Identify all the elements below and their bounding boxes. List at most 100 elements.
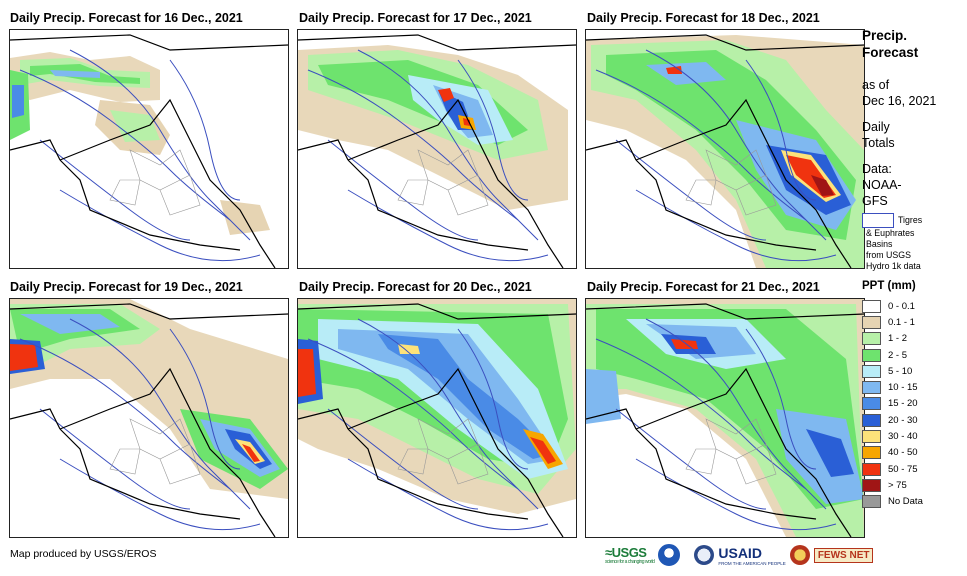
province-lines (685, 418, 777, 485)
forecast-map-dec19 (9, 298, 289, 538)
usaid-tagline: FROM THE AMERICAN PEOPLE (718, 560, 786, 566)
forecast-map-dec16 (9, 29, 289, 269)
legend-asof-date: Dec 16, 2021 (862, 94, 937, 108)
basin-label-line1: Tigres (898, 215, 923, 225)
forecast-map-dec18 (585, 29, 865, 269)
basin-label-line4: from USGS (866, 250, 911, 260)
panel-title-dec18: Daily Precip. Forecast for 18 Dec., 2021 (587, 11, 820, 25)
ppt-class-label: 40 - 50 (888, 447, 918, 459)
legend-daily-line1: Daily (862, 120, 890, 134)
ppt-class-label: 1 - 2 (888, 333, 908, 345)
basin-boundaries (307, 49, 549, 262)
legend-asof-line1: as of (862, 78, 890, 92)
partner-logos: ≈USGS science for a changing world USAID… (605, 540, 874, 570)
legend-title-line2: Forecast (862, 45, 919, 60)
country-borders (586, 34, 864, 268)
country-borders (586, 303, 864, 537)
basin-boundaries (19, 49, 261, 262)
usaid-logo: USAID FROM THE AMERICAN PEOPLE (718, 545, 785, 566)
ppt-swatch (862, 381, 881, 395)
ppt-swatch (862, 462, 881, 476)
ppt-class-label: No Data (888, 496, 923, 508)
country-borders (298, 34, 576, 268)
ppt-swatch (862, 430, 881, 444)
legend-daily-totals: Daily Totals (862, 119, 967, 151)
ppt-class-label: 15 - 20 (888, 398, 918, 410)
forecast-map-dec21 (585, 298, 865, 538)
basin-label-line2: & Euphrates (866, 228, 915, 238)
province-lines (109, 149, 201, 216)
usgs-logo: ≈USGS science for a changing world (605, 545, 655, 565)
ppt-swatch (862, 332, 881, 346)
ppt-swatch (862, 299, 881, 313)
ppt-swatch (862, 397, 881, 411)
ppt-swatch (862, 495, 881, 509)
ppt-swatch (862, 348, 881, 362)
map-legend: Precip. Forecast as of Dec 16, 2021 Dail… (862, 27, 967, 510)
forecast-map-dec17 (297, 29, 577, 269)
ppt-class-row: 10 - 15 (862, 379, 967, 395)
fews-net-logo: FEWS NET (813, 547, 874, 563)
ppt-class-label: 10 - 15 (888, 382, 918, 394)
forecast-map-dec20 (297, 298, 577, 538)
panel-title-dec20: Daily Precip. Forecast for 20 Dec., 2021 (299, 280, 532, 294)
precip-field (298, 299, 576, 514)
ppt-class-label: 20 - 30 (888, 414, 918, 426)
noaa-logo (658, 544, 681, 566)
basin-label-line3: Basins (866, 239, 893, 249)
dhs-seal-logo (694, 545, 715, 565)
basin-boundaries (19, 318, 261, 531)
country-borders (10, 34, 288, 268)
usgs-tagline: science for a changing world (605, 559, 655, 565)
ppt-class-label: 0 - 0.1 (888, 300, 915, 312)
usaid-logo-text: USAID (718, 544, 762, 561)
ppt-class-label: > 75 (888, 479, 907, 491)
ppt-class-label: 2 - 5 (888, 349, 908, 361)
province-lines (109, 418, 201, 485)
legend-title-line1: Precip. (862, 28, 908, 43)
panel-title-dec16: Daily Precip. Forecast for 16 Dec., 2021 (10, 11, 243, 25)
ppt-swatch (862, 478, 881, 492)
country-borders (10, 303, 288, 537)
basin-boundaries (595, 318, 837, 531)
usgs-logo-text: ≈USGS (605, 545, 647, 560)
ppt-swatch (862, 446, 881, 460)
panel-title-dec17: Daily Precip. Forecast for 17 Dec., 2021 (299, 11, 532, 25)
province-lines (397, 418, 489, 485)
legend-data-line2: NOAA- (862, 178, 902, 192)
legend-data-line1: Data: (862, 162, 892, 176)
precip-field (10, 52, 270, 235)
precip-field (10, 299, 288, 499)
map-credit: Map produced by USGS/EROS (10, 548, 157, 560)
ppt-class-row: 50 - 75 (862, 461, 967, 477)
ppt-class-row: > 75 (862, 477, 967, 493)
ppt-swatch (862, 413, 881, 427)
ppt-legend-classes: 0 - 0.1 0.1 - 1 1 - 2 2 - 5 5 - 10 10 - 15 15 … (862, 298, 967, 510)
ppt-class-label: 50 - 75 (888, 463, 918, 475)
country-borders (298, 303, 576, 537)
legend-data-line3: GFS (862, 194, 888, 208)
ppt-class-row: 1 - 2 (862, 331, 967, 347)
ppt-class-row: 2 - 5 (862, 347, 967, 363)
precip-field (298, 45, 568, 210)
ppt-legend-title: PPT (mm) (862, 280, 916, 292)
legend-title: Precip. Forecast (862, 27, 967, 61)
ppt-class-row: No Data (862, 494, 967, 510)
basin-label-line5: Hydro 1k data (866, 261, 921, 271)
ppt-swatch (862, 315, 881, 329)
ppt-class-label: 30 - 40 (888, 431, 918, 443)
ppt-class-row: 40 - 50 (862, 445, 967, 461)
legend-basin-key: Tigres & Euphrates Basins from USGS Hydr… (862, 213, 967, 272)
legend-daily-line2: Totals (862, 136, 895, 150)
panel-title-dec21: Daily Precip. Forecast for 21 Dec., 2021 (587, 280, 820, 294)
basin-boundaries (595, 49, 837, 262)
ppt-class-row: 20 - 30 (862, 412, 967, 428)
ppt-class-label: 5 - 10 (888, 365, 913, 377)
ppt-class-row: 0.1 - 1 (862, 314, 967, 330)
ppt-swatch (862, 364, 881, 378)
ppt-class-row: 5 - 10 (862, 363, 967, 379)
ppt-class-label: 0.1 - 1 (888, 316, 915, 328)
panel-title-dec19: Daily Precip. Forecast for 19 Dec., 2021 (10, 280, 243, 294)
fews-globe-icon (789, 545, 810, 565)
legend-data-source: Data: NOAA- GFS (862, 161, 967, 209)
